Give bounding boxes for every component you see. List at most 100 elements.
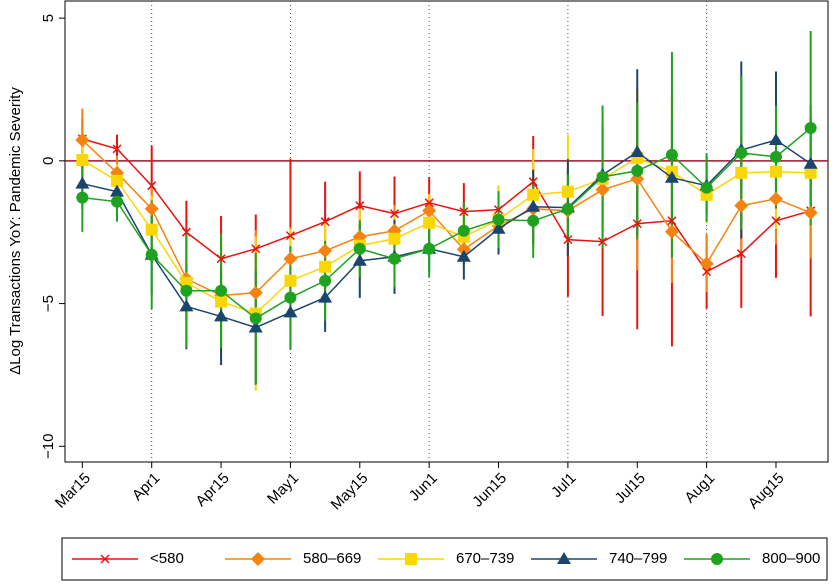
marker (630, 145, 645, 158)
marker (563, 235, 573, 245)
x-tick-label: Mar15 (52, 470, 94, 512)
y-tick-label: 0 (40, 157, 57, 165)
marker (527, 188, 540, 201)
x-tick-label: Jul1 (548, 470, 579, 501)
marker (734, 198, 749, 213)
marker (769, 165, 782, 178)
marker (248, 320, 263, 333)
marker (251, 244, 261, 254)
marker (735, 166, 748, 179)
legend-marker (251, 552, 265, 566)
legend-marker (100, 554, 110, 564)
marker (424, 198, 434, 208)
marker (180, 284, 193, 297)
legend-label: 800–900 (762, 550, 820, 567)
marker (769, 150, 782, 163)
y-tick-label: −5 (40, 295, 57, 312)
series-line (82, 127, 812, 320)
marker (631, 164, 644, 177)
marker (702, 267, 712, 277)
marker (320, 217, 330, 227)
marker (249, 312, 262, 325)
x-tick-label: Jul15 (612, 470, 649, 507)
marker (423, 242, 436, 255)
y-tick-label: −10 (40, 434, 57, 459)
marker (110, 184, 125, 197)
marker (75, 176, 90, 189)
marker (352, 253, 367, 266)
marker (285, 231, 295, 241)
marker (459, 207, 469, 217)
marker (388, 252, 401, 265)
marker (112, 144, 122, 154)
marker (632, 219, 642, 229)
marker (111, 195, 124, 208)
y-axis-title: ΔLog Transactions YoY: Pandemic Severity (7, 87, 24, 375)
marker (147, 181, 157, 191)
marker (735, 146, 748, 159)
plot-frame (64, 0, 829, 463)
legend-marker (711, 553, 723, 565)
marker (76, 191, 89, 204)
marker (493, 205, 504, 215)
marker (283, 305, 298, 318)
marker (457, 224, 470, 237)
marker (145, 248, 158, 261)
series-line (82, 139, 812, 329)
marker (214, 309, 229, 322)
marker (75, 133, 90, 148)
marker (804, 166, 817, 179)
x-tick-label: Jun1 (406, 470, 441, 505)
marker (664, 170, 679, 183)
x-tick-label: May1 (264, 470, 302, 508)
x-tick-label: Apr1 (129, 470, 163, 504)
legend-box (61, 537, 828, 581)
marker (215, 284, 228, 297)
marker (319, 274, 332, 287)
marker (318, 243, 333, 258)
marker (595, 182, 610, 197)
marker (284, 274, 297, 287)
marker (492, 213, 505, 226)
marker (803, 205, 818, 220)
marker (665, 148, 678, 161)
marker (561, 185, 574, 198)
marker (111, 174, 124, 187)
marker (491, 221, 506, 234)
x-tick-label: May15 (328, 470, 372, 514)
marker (318, 290, 333, 303)
x-tick-label: Apr15 (192, 470, 232, 510)
marker (215, 295, 228, 308)
x-tick-label: Jun15 (469, 470, 510, 511)
marker (700, 181, 713, 194)
marker (561, 202, 574, 215)
marker (355, 201, 365, 211)
marker (389, 209, 400, 219)
marker (664, 224, 679, 239)
marker (353, 242, 366, 255)
x-tick-label: Aug15 (745, 470, 788, 513)
marker (596, 170, 609, 183)
marker (456, 249, 471, 262)
marker (771, 216, 781, 226)
marker (216, 254, 226, 264)
marker (181, 227, 191, 237)
marker (667, 216, 677, 226)
series-line (81, 139, 811, 297)
legend-label: 580–669 (303, 550, 361, 567)
marker (768, 191, 783, 206)
marker (526, 199, 541, 212)
legend-marker (557, 552, 571, 564)
series-line (82, 138, 811, 273)
x-tick-label: Aug1 (681, 470, 718, 507)
legend-label: <580 (150, 550, 184, 567)
marker (699, 256, 714, 271)
series-line (81, 157, 811, 315)
marker (179, 299, 194, 312)
marker (388, 232, 401, 245)
marker (803, 156, 818, 169)
marker (768, 133, 783, 146)
marker (527, 214, 540, 227)
legend-marker (405, 553, 417, 565)
